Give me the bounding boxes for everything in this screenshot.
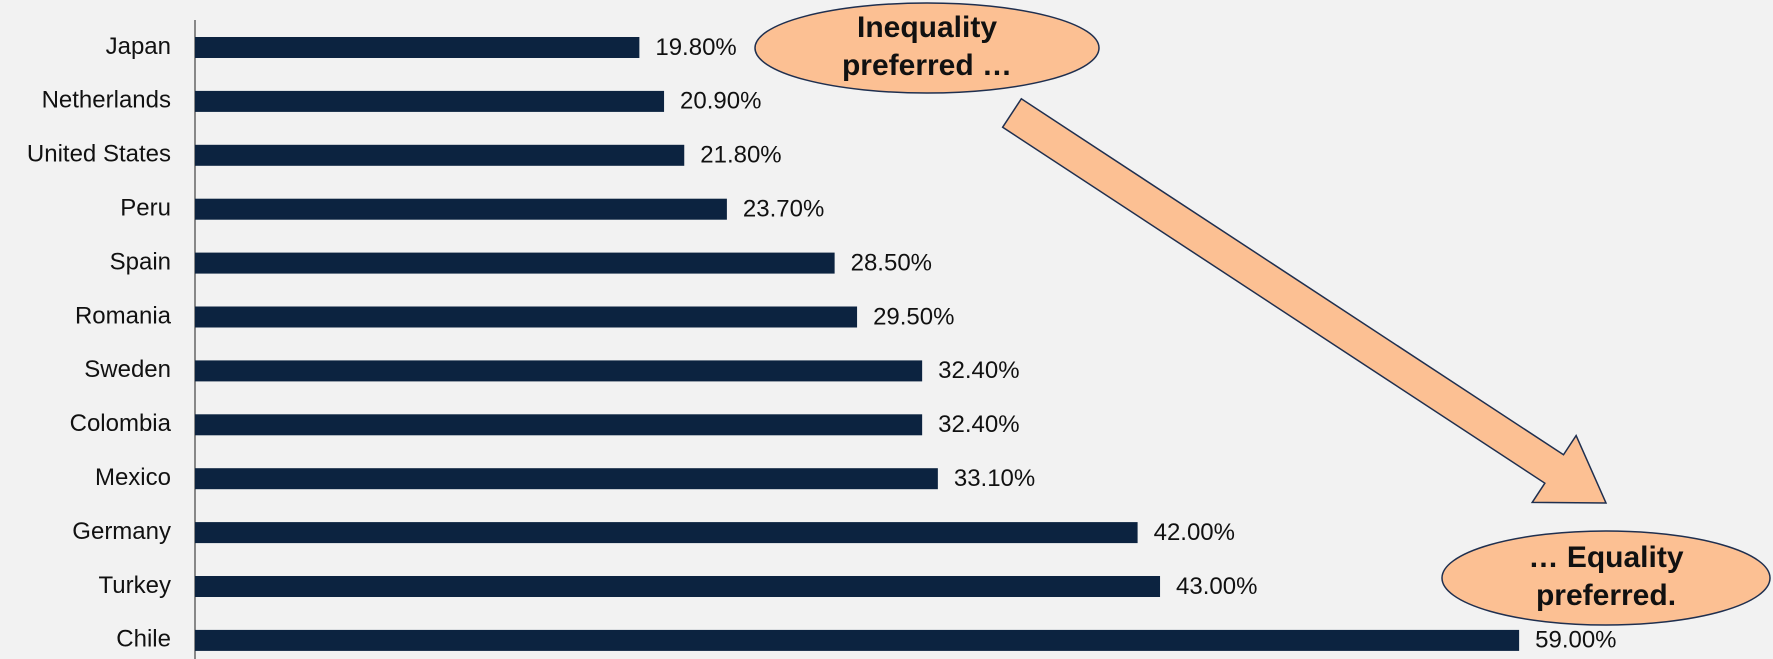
category-label: Spain <box>110 248 171 275</box>
bar <box>195 629 1520 651</box>
value-label: 23.70% <box>743 196 824 223</box>
category-label: Sweden <box>84 356 171 383</box>
category-label: Netherlands <box>42 87 171 114</box>
callout-text: … Equality <box>1528 541 1683 574</box>
bar <box>195 306 858 328</box>
category-label: Turkey <box>99 572 171 599</box>
bar <box>195 576 1161 597</box>
bar <box>195 522 1138 544</box>
value-label: 32.40% <box>938 411 1019 438</box>
bar <box>195 37 640 58</box>
value-label: 28.50% <box>851 249 932 276</box>
value-label: 43.00% <box>1176 573 1257 600</box>
category-label: Mexico <box>95 464 171 491</box>
bar <box>195 414 923 436</box>
bar <box>195 360 923 382</box>
category-label: United States <box>27 141 171 168</box>
bar <box>195 468 938 490</box>
category-label: Germany <box>72 518 171 545</box>
value-label: 42.00% <box>1154 519 1235 546</box>
category-label: Peru <box>120 195 171 222</box>
category-label: Japan <box>106 33 171 60</box>
value-label: 33.10% <box>954 465 1035 492</box>
category-label: Colombia <box>70 410 172 437</box>
value-label: 21.80% <box>700 142 781 169</box>
category-label: Chile <box>116 626 171 653</box>
callout-text: Inequality <box>857 11 997 44</box>
value-label: 20.90% <box>680 88 761 115</box>
bar <box>195 90 665 112</box>
callout-text: preferred. <box>1536 579 1676 612</box>
value-label: 29.50% <box>873 303 954 330</box>
bar <box>195 252 835 274</box>
callout <box>1441 530 1771 626</box>
value-label: 19.80% <box>655 34 736 61</box>
value-label: 32.40% <box>938 357 1019 384</box>
arrow <box>1001 97 1608 504</box>
category-label: Romania <box>75 302 172 329</box>
bar <box>195 198 727 220</box>
callout <box>754 2 1100 94</box>
bar <box>195 144 685 166</box>
value-label: 59.00% <box>1535 627 1616 654</box>
callout-text: preferred … <box>842 49 1012 82</box>
